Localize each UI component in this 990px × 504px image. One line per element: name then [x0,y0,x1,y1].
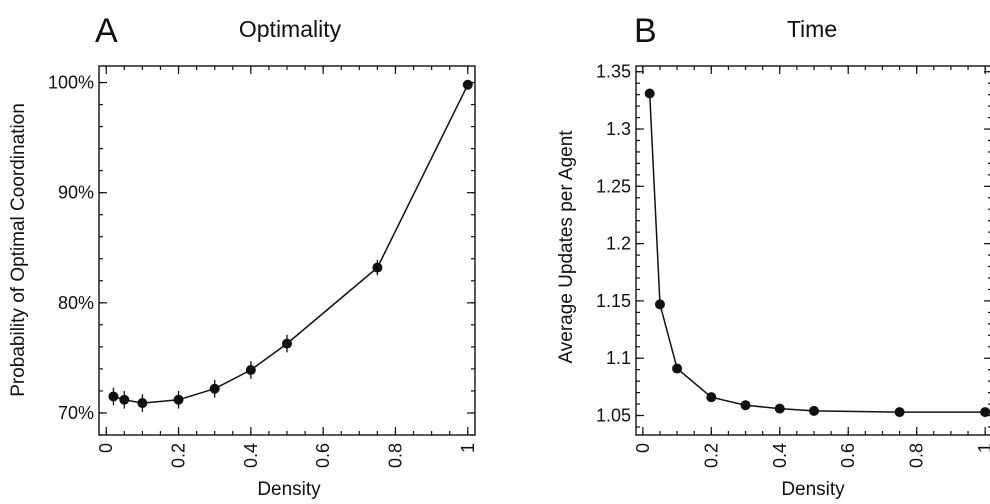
x-tick-label: 0.4 [770,443,790,468]
panel-b-tick-labels: 1.05 1.1 1.15 1.2 1.25 1.3 1.35 0 0.2 0.4 0.6 0.8 1 [596,62,990,468]
data-point [809,405,819,416]
panel-a-xlabel: Density [257,479,321,500]
data-point [740,400,751,411]
x-tick-label: 0.6 [838,443,858,468]
data-point [108,391,119,402]
data-point [980,407,990,418]
x-tick-label: 0.6 [313,443,333,468]
x-tick-label: 0.2 [169,443,189,468]
data-point [706,392,717,403]
panel-b-xlabel: Density [781,479,845,500]
y-tick-label: 90% [58,183,94,203]
data-point [894,407,905,418]
panel-b-ylabel: Average Updates per Agent [556,130,577,364]
x-tick-label: 0 [96,443,116,453]
y-tick-label: 1.3 [606,119,631,139]
panel-b-letter: B [634,12,657,50]
data-point [119,394,130,405]
panel-a: A Optimality Density Probability of Opti… [8,12,478,500]
x-tick-label: 0.8 [385,443,405,468]
data-point [209,383,220,394]
x-tick-label: 1 [458,443,478,453]
y-tick-label: 1.25 [596,176,631,196]
data-point [282,338,292,349]
panel-b: B Time Density Average Updates per Agent… [556,12,990,500]
panel-a-ylabel: Probability of Optimal Coordination [8,103,29,397]
y-tick-label: 1.05 [596,406,631,426]
x-tick-label: 0.2 [701,443,721,468]
data-point [672,363,683,374]
panel-b-ticks [636,66,990,435]
y-tick-label: 1.1 [606,348,631,368]
y-tick-label: 1.35 [596,62,631,82]
panel-b-title: Time [787,16,837,42]
panel-a-plot-frame [98,65,476,436]
data-point [245,365,256,376]
panel-a-marks [108,79,473,412]
panel-a-title: Optimality [239,16,342,42]
data-point [173,394,184,405]
x-tick-label: 1 [975,443,990,453]
x-tick-label: 0.4 [241,443,261,468]
panel-a-tick-labels: 70% 80% 90% 100% 0 0.2 0.4 0.6 0.8 1 [48,73,478,469]
x-tick-label: 0.8 [907,443,927,468]
data-point [372,262,383,273]
data-point [644,88,655,99]
x-tick-label: 0 [633,443,653,453]
panel-a-ticks [99,66,475,436]
data-point [462,79,473,90]
data-point [137,398,148,409]
data-point [654,299,665,310]
panel-a-letter: A [95,12,118,50]
series-line [113,84,469,404]
y-tick-label: 70% [58,403,94,423]
y-tick-label: 100% [48,73,94,93]
panel-b-plot-frame [635,65,990,436]
y-tick-label: 80% [58,293,94,313]
y-tick-label: 1.15 [596,291,631,311]
y-tick-label: 1.2 [606,234,631,254]
panel-b-marks [644,88,990,418]
series-line [648,93,986,413]
data-point [774,403,785,414]
